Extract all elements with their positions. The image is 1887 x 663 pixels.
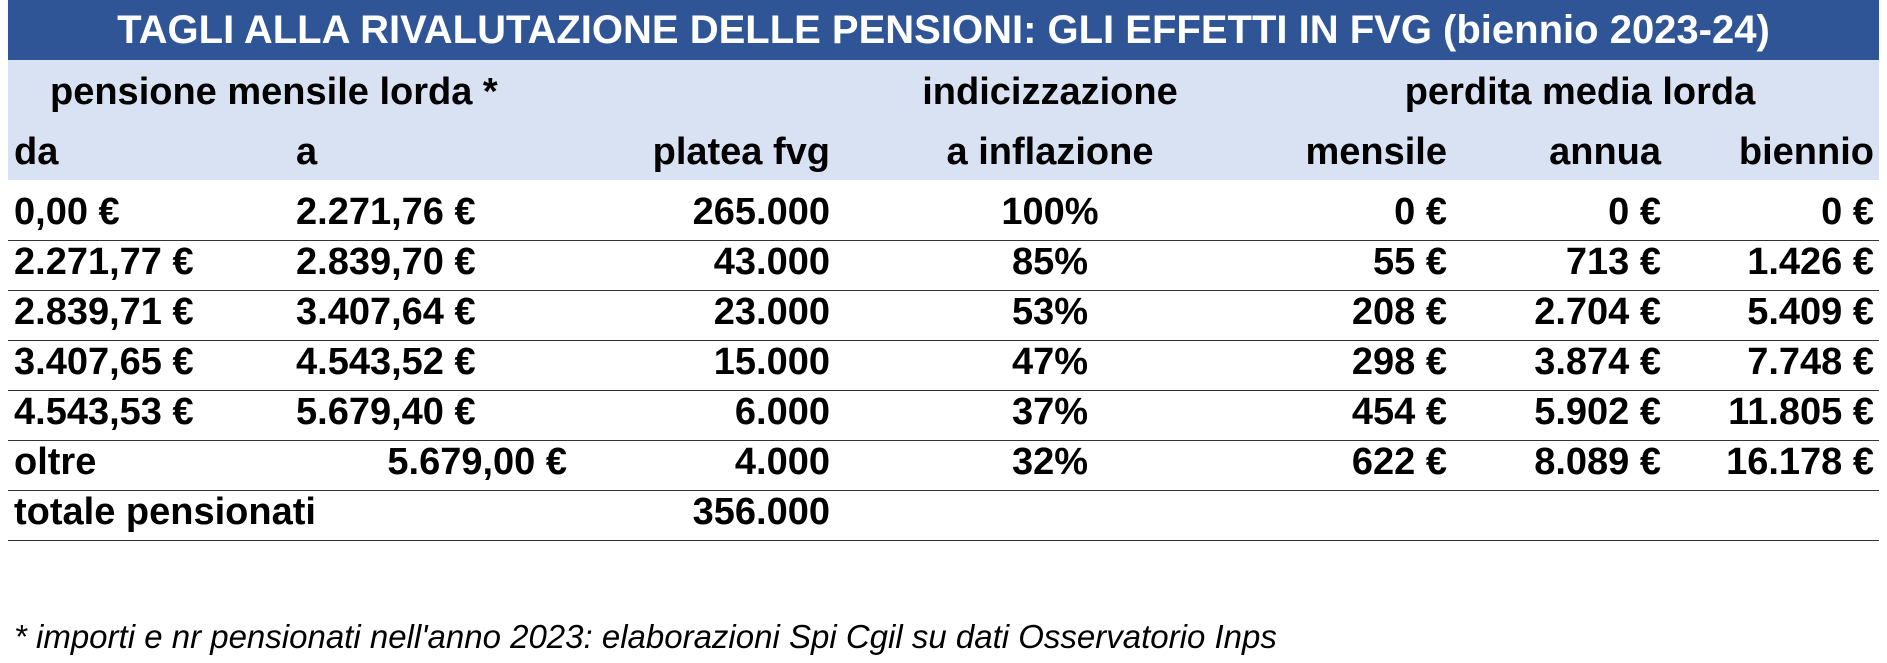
header-group-loss: perdita media lorda [1404,71,1756,113]
table-cell: 6.000 [734,391,830,433]
table-cell: 5.679,00 € [387,441,567,483]
total-label: totale pensionati [14,491,316,533]
table-cell: 4.000 [734,441,830,483]
total-divider [8,540,1879,541]
table-title: TAGLI ALLA RIVALUTAZIONE DELLE PENSIONI:… [8,0,1879,60]
col-header-inflazione: a inflazione [946,131,1154,173]
row-divider [8,340,1879,341]
table-cell: 2.704 € [1534,291,1661,333]
table-cell: 2.839,70 € [296,241,476,283]
col-header-platea: platea fvg [652,131,830,173]
table-cell: 713 € [1565,241,1661,283]
footnote: * importi e nr pensionati nell'anno 2023… [14,618,1277,655]
table-cell: 208 € [1351,291,1447,333]
total-value: 356.000 [692,491,830,533]
col-header-biennio: biennio [1738,131,1874,173]
table-cell: 47% [1011,341,1089,383]
header-area [8,60,1879,180]
row-divider [8,290,1879,291]
table-cell: 8.089 € [1534,441,1661,483]
row-divider [8,440,1879,441]
table-cell: 4.543,53 € [14,391,194,433]
header-group-pension: pensione mensile lorda * [50,71,498,113]
table-cell: 3.874 € [1534,341,1661,383]
table-cell: 32% [1011,441,1089,483]
col-header-da: da [14,131,59,173]
header-group-indexation: indicizzazione [922,71,1178,113]
table-cell: oltre [14,441,97,483]
row-divider [8,390,1879,391]
table-cell: 43.000 [713,241,830,283]
col-header-mensile: mensile [1305,131,1447,173]
table-cell: 7.748 € [1747,341,1874,383]
table-cell: 85% [1011,241,1089,283]
row-divider [8,240,1879,241]
table-cell: 16.178 € [1726,441,1874,483]
table-cell: 23.000 [713,291,830,333]
table-cell: 15.000 [713,341,830,383]
table-cell: 0 € [1394,191,1447,233]
table-cell: 0,00 € [14,191,120,233]
table-cell: 298 € [1351,341,1447,383]
table-cell: 100% [1001,191,1099,233]
table-cell: 2.271,77 € [14,241,194,283]
col-header-annua: annua [1549,131,1661,173]
table-cell: 265.000 [692,191,830,233]
table-cell: 4.543,52 € [296,341,476,383]
table-cell: 3.407,65 € [14,341,194,383]
table-cell: 3.407,64 € [296,291,476,333]
table-cell: 5.902 € [1534,391,1661,433]
table-cell: 454 € [1351,391,1447,433]
table-cell: 2.271,76 € [296,191,476,233]
table-cell: 1.426 € [1747,241,1874,283]
table-cell: 0 € [1821,191,1874,233]
table-cell: 53% [1011,291,1089,333]
table-cell: 2.839,71 € [14,291,194,333]
table-cell: 0 € [1608,191,1661,233]
col-header-a: a [296,131,318,173]
table-cell: 37% [1011,391,1089,433]
table-cell: 5.679,40 € [296,391,476,433]
table-cell: 55 € [1373,241,1447,283]
table-cell: 11.805 € [1728,391,1874,433]
row-divider [8,490,1879,491]
table-cell: 622 € [1351,441,1447,483]
table-cell: 5.409 € [1747,291,1874,333]
